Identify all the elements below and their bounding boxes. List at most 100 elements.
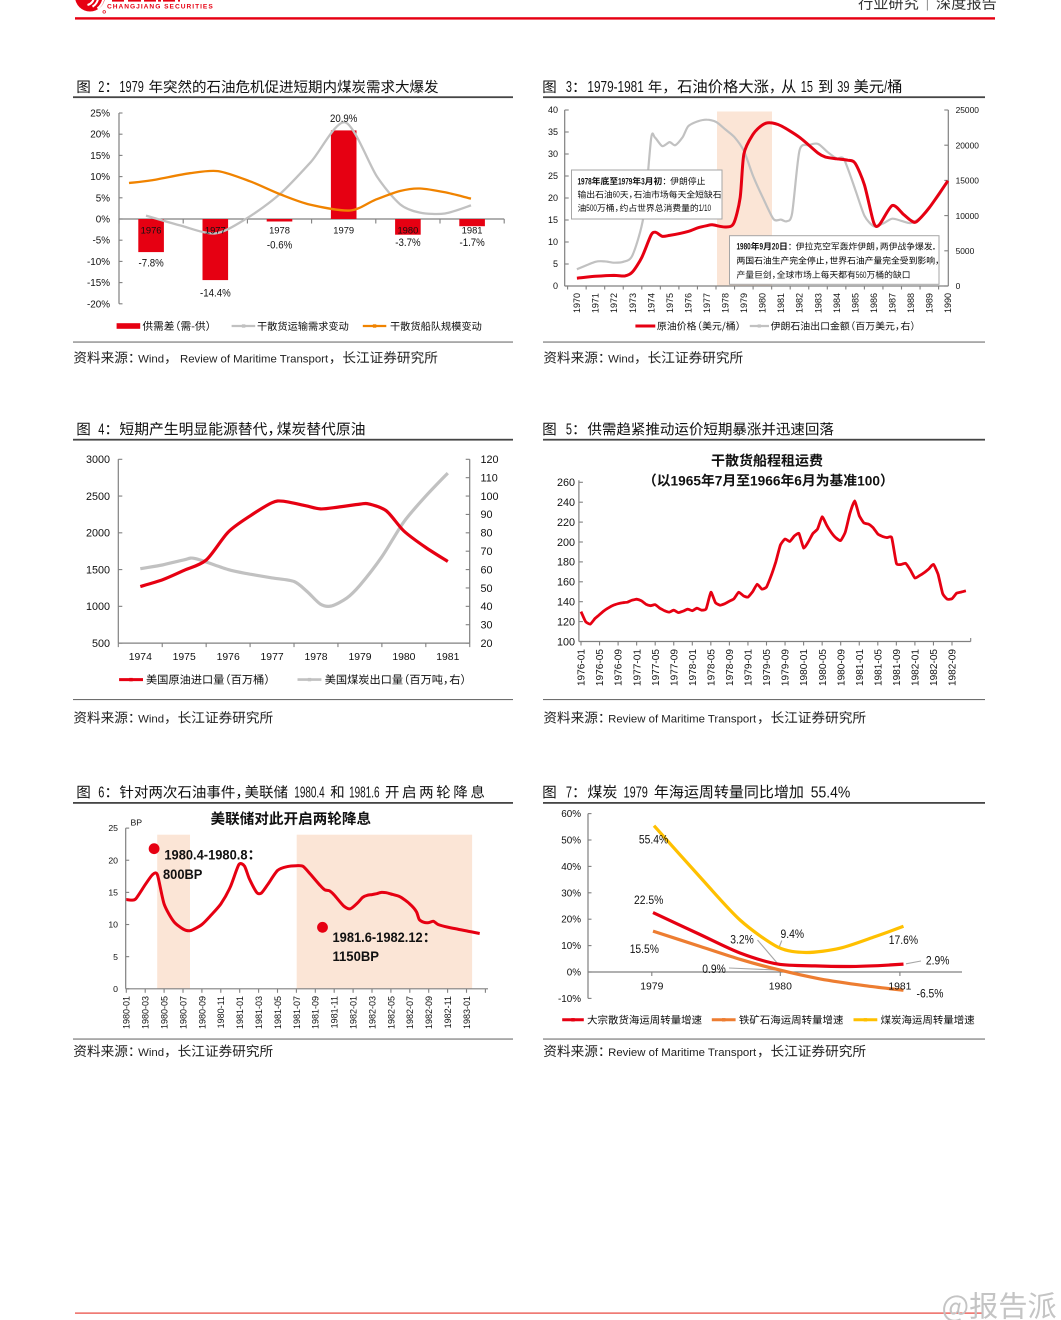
svg-text:15000: 15000 <box>956 176 980 186</box>
svg-text:Review of Maritime Transport: Review of Maritime Transport <box>608 1047 757 1059</box>
svg-text:1965: 1965 <box>671 473 702 488</box>
svg-text:1975: 1975 <box>665 293 675 313</box>
svg-text:20.9%: 20.9% <box>330 113 358 125</box>
svg-text:1986: 1986 <box>869 293 879 313</box>
svg-text:1982-11: 1982-11 <box>443 996 453 1028</box>
svg-text:90: 90 <box>481 509 493 521</box>
svg-text:140: 140 <box>557 597 575 609</box>
svg-text:160: 160 <box>557 577 575 589</box>
svg-text:800BP: 800BP <box>163 866 202 882</box>
svg-text:3: 3 <box>566 79 572 96</box>
svg-text:55.4%: 55.4% <box>639 833 669 847</box>
svg-text:1982-05: 1982-05 <box>386 996 396 1029</box>
svg-text:1979: 1979 <box>348 652 371 663</box>
svg-text:55.4%: 55.4% <box>811 784 851 801</box>
svg-text:260: 260 <box>557 477 575 489</box>
svg-text:1982: 1982 <box>795 293 805 313</box>
svg-text:1980-05: 1980-05 <box>818 649 829 686</box>
svg-text:5: 5 <box>566 421 572 438</box>
svg-text:1976-09: 1976-09 <box>614 649 625 686</box>
svg-text:20: 20 <box>481 638 493 650</box>
svg-text:1981-01: 1981-01 <box>855 649 866 686</box>
svg-text:Review of Maritime Transport: Review of Maritime Transport <box>180 354 329 366</box>
svg-text:25: 25 <box>108 823 118 833</box>
svg-text:3: 3 <box>641 176 645 187</box>
svg-text:50: 50 <box>481 583 493 595</box>
svg-text:-7.8%: -7.8% <box>139 257 164 269</box>
svg-text:20%: 20% <box>561 915 581 926</box>
svg-text:9.4%: 9.4% <box>781 927 805 941</box>
svg-text:2: 2 <box>98 79 104 96</box>
svg-text:1989: 1989 <box>925 293 935 313</box>
svg-text:1000: 1000 <box>86 601 110 613</box>
svg-text:25: 25 <box>548 171 558 181</box>
svg-text:1977: 1977 <box>702 293 712 313</box>
svg-text:1980-01: 1980-01 <box>122 996 132 1029</box>
svg-text:560: 560 <box>856 270 867 281</box>
svg-text:1979-09: 1979-09 <box>781 649 792 686</box>
svg-text:1976: 1976 <box>217 652 240 663</box>
svg-text:1978-05: 1978-05 <box>706 649 717 686</box>
svg-text:1977: 1977 <box>261 652 284 663</box>
svg-text:0%: 0% <box>96 215 110 226</box>
svg-text:Wind: Wind <box>138 714 164 726</box>
svg-text:1981.6-1982.12: 1981.6-1982.12 <box>333 929 423 945</box>
svg-text:1976: 1976 <box>141 224 162 235</box>
svg-text:-10%: -10% <box>558 994 581 1005</box>
svg-text:1987: 1987 <box>887 293 897 313</box>
svg-text:1972: 1972 <box>609 293 619 313</box>
svg-text:35: 35 <box>548 127 558 137</box>
svg-text:1978: 1978 <box>269 224 290 235</box>
svg-text:1977-01: 1977-01 <box>632 649 643 686</box>
svg-text:110: 110 <box>481 473 498 485</box>
svg-text:1977: 1977 <box>205 224 226 235</box>
svg-text:15.5%: 15.5% <box>630 942 660 956</box>
svg-text:1977-09: 1977-09 <box>669 649 680 686</box>
svg-text:240: 240 <box>557 497 575 509</box>
svg-text:1984: 1984 <box>832 293 842 313</box>
svg-text:40%: 40% <box>561 862 581 873</box>
svg-text:1980: 1980 <box>392 652 415 663</box>
svg-text:-1.7%: -1.7% <box>460 237 485 249</box>
svg-text:2.9%: 2.9% <box>926 953 950 967</box>
svg-text:1983-01: 1983-01 <box>462 996 472 1029</box>
svg-text:1981-09: 1981-09 <box>892 649 903 686</box>
svg-text:60: 60 <box>613 190 620 201</box>
svg-text:70: 70 <box>481 546 493 558</box>
svg-text:4: 4 <box>98 421 104 438</box>
svg-text:5%: 5% <box>96 193 110 204</box>
svg-text:1980-05: 1980-05 <box>160 996 170 1029</box>
svg-text:1976-01: 1976-01 <box>577 649 588 686</box>
svg-text:1974: 1974 <box>129 652 152 663</box>
svg-text:15%: 15% <box>90 151 110 162</box>
svg-text:1970: 1970 <box>572 293 582 313</box>
svg-text:1980: 1980 <box>397 224 418 235</box>
svg-text:BP: BP <box>131 818 143 828</box>
svg-text:1973: 1973 <box>628 293 638 313</box>
svg-text:1978: 1978 <box>578 176 592 187</box>
svg-text:5: 5 <box>553 259 558 269</box>
svg-text:500: 500 <box>92 638 110 650</box>
svg-text:6: 6 <box>98 784 104 801</box>
svg-text:1979: 1979 <box>640 982 663 993</box>
svg-text:120: 120 <box>557 616 575 628</box>
svg-text:1978: 1978 <box>304 652 327 663</box>
svg-text:6: 6 <box>794 473 802 488</box>
svg-text:0.9%: 0.9% <box>702 962 726 976</box>
svg-text:1978-01: 1978-01 <box>688 649 699 686</box>
svg-text:1150BP: 1150BP <box>333 948 380 964</box>
svg-text:1981: 1981 <box>462 224 483 235</box>
svg-text:1981-05: 1981-05 <box>273 996 283 1029</box>
svg-text:1978: 1978 <box>721 293 731 313</box>
svg-text:1983: 1983 <box>813 293 823 313</box>
svg-text:20000: 20000 <box>956 140 980 150</box>
svg-text:1979: 1979 <box>739 293 749 313</box>
svg-text:30%: 30% <box>561 888 581 899</box>
svg-text:.: . <box>933 242 936 253</box>
svg-text:CHANGJIANG SECURITIES: CHANGJIANG SECURITIES <box>107 4 214 11</box>
svg-text:10%: 10% <box>90 172 110 183</box>
svg-text:1976-05: 1976-05 <box>595 649 606 686</box>
svg-text:-3.7%: -3.7% <box>395 237 420 249</box>
svg-text:1976: 1976 <box>683 293 693 313</box>
svg-text:40: 40 <box>481 601 493 613</box>
